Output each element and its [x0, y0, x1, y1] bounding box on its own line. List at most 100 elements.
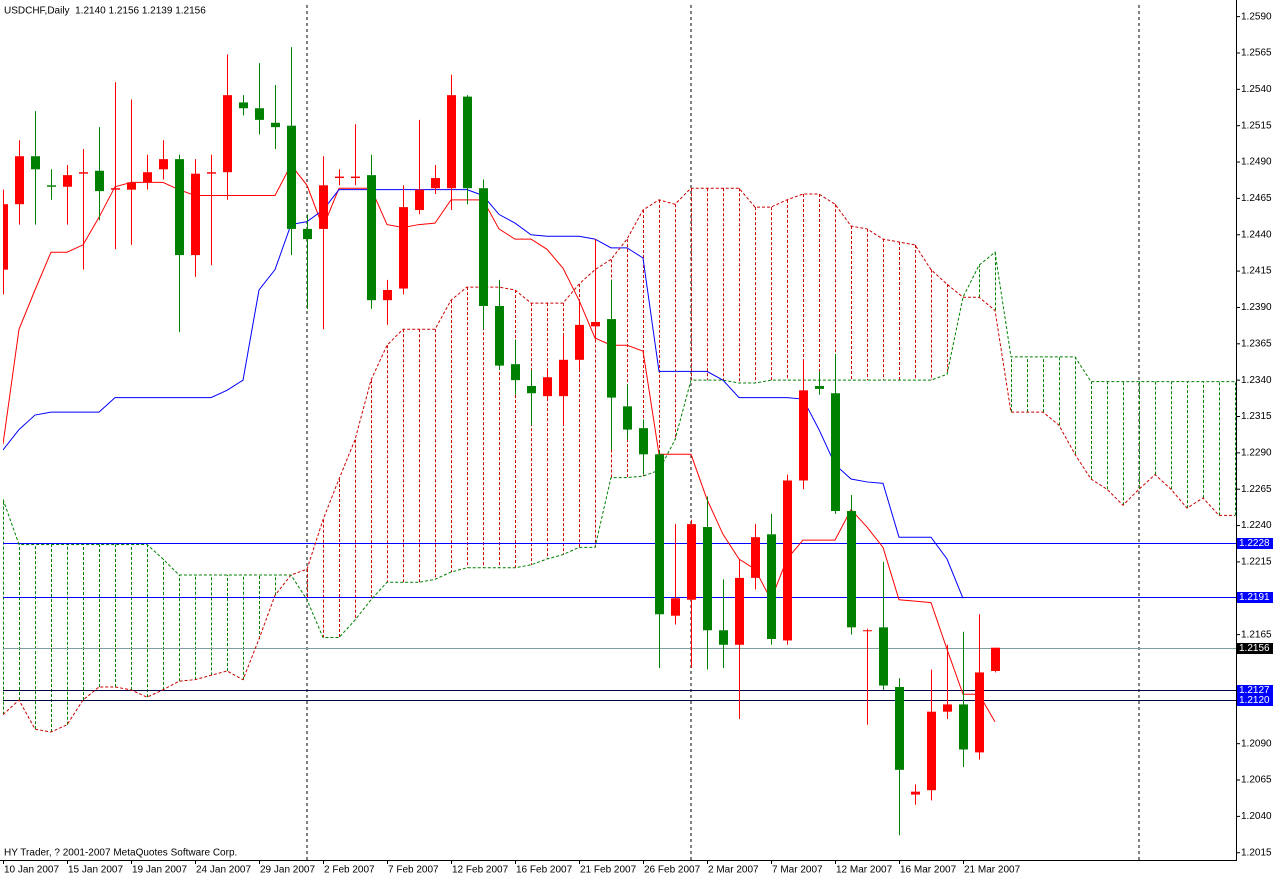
- indicator-line: [3, 164, 996, 723]
- candle-body: [767, 534, 776, 639]
- candle-body: [223, 95, 232, 173]
- candle-body: [975, 672, 984, 753]
- candle-body: [863, 630, 872, 632]
- candle-body: [47, 185, 56, 187]
- candle-body: [815, 385, 824, 389]
- candle-body: [719, 630, 728, 645]
- x-tick-label: 2 Feb 2007: [324, 865, 375, 876]
- y-tick-label: 1.2590: [1241, 11, 1272, 22]
- x-tick-label: 7 Mar 2007: [772, 865, 823, 876]
- candle-body: [671, 598, 680, 616]
- candle-body: [895, 686, 904, 770]
- y-tick-label: 1.2515: [1241, 120, 1272, 131]
- candle-body: [111, 188, 120, 190]
- x-tick-label: 10 Jan 2007: [4, 865, 59, 876]
- candle-body: [639, 428, 648, 455]
- candle-body: [143, 172, 152, 183]
- y-tick-label: 1.2065: [1241, 775, 1272, 786]
- price-level-label-bg: [1237, 538, 1273, 549]
- y-tick-label: 1.2540: [1241, 84, 1272, 95]
- candle-body: [559, 359, 568, 397]
- candle-body: [303, 228, 312, 240]
- candle-body: [255, 108, 264, 120]
- y-tick-label: 1.2240: [1241, 520, 1272, 531]
- candle-body: [127, 182, 136, 190]
- candle-body: [31, 156, 40, 170]
- y-tick-label: 1.2090: [1241, 738, 1272, 749]
- candle-body: [735, 577, 744, 645]
- candle-body: [879, 627, 888, 686]
- candle-body: [799, 390, 808, 481]
- candle-body: [607, 319, 616, 398]
- x-tick-label: 12 Feb 2007: [452, 865, 509, 876]
- x-tick-label: 29 Jan 2007: [260, 865, 315, 876]
- y-tick-label: 1.2290: [1241, 447, 1272, 458]
- price-level-label: 1.2127: [1239, 685, 1270, 696]
- candle-body: [287, 125, 296, 229]
- x-tick-label: 16 Mar 2007: [900, 865, 957, 876]
- candle-body: [63, 175, 72, 187]
- candle-body: [79, 172, 88, 174]
- chart-title: USDCHF,Daily 1.2140 1.2156 1.2139 1.2156: [4, 6, 206, 17]
- candle-body: [527, 385, 536, 394]
- candle-body: [271, 122, 280, 128]
- candle-body: [495, 305, 504, 366]
- price-level-label: 1.2156: [1239, 643, 1270, 654]
- candle-body: [191, 173, 200, 256]
- candle-body: [927, 711, 936, 791]
- cloud-span: [3, 251, 1235, 639]
- candle-body: [751, 537, 760, 578]
- y-tick-label: 1.2040: [1241, 811, 1272, 822]
- price-level-label-bg: [1237, 695, 1273, 706]
- y-tick-label: 1.2415: [1241, 266, 1272, 277]
- y-tick-label: 1.2215: [1241, 557, 1272, 568]
- candle-body: [511, 364, 520, 381]
- footer: HY Trader, ? 2001-2007 MetaQuotes Softwa…: [4, 848, 237, 859]
- y-tick-label: 1.2340: [1241, 375, 1272, 386]
- price-level-label-bg: [1237, 643, 1273, 654]
- y-tick-label: 1.2165: [1241, 629, 1272, 640]
- y-tick-label: 1.2015: [1241, 847, 1272, 858]
- candle-body: [703, 527, 712, 631]
- price-level-label: 1.2228: [1239, 538, 1270, 549]
- y-tick-label: 1.2465: [1241, 193, 1272, 204]
- candle-body: [415, 189, 424, 211]
- candle-body: [319, 185, 328, 229]
- candle-body: [399, 207, 408, 289]
- y-tick-label: 1.2365: [1241, 338, 1272, 349]
- candle-body: [95, 170, 104, 192]
- candle-body: [351, 176, 360, 179]
- price-level-label-bg: [1237, 685, 1273, 696]
- candle-body: [783, 480, 792, 641]
- price-level-label: 1.2120: [1239, 695, 1270, 706]
- x-tick-label: 15 Jan 2007: [68, 865, 123, 876]
- candle-body: [655, 454, 664, 615]
- candle-body: [367, 175, 376, 301]
- candle-body: [447, 95, 456, 189]
- cloud-span: [3, 187, 1235, 733]
- candle-body: [239, 102, 248, 109]
- y-tick-label: 1.2265: [1241, 484, 1272, 495]
- y-tick-label: 1.2315: [1241, 411, 1272, 422]
- price-level-label-bg: [1237, 592, 1273, 603]
- candle-body: [159, 159, 168, 170]
- price-level-label: 1.2191: [1239, 592, 1270, 603]
- candle-body: [623, 406, 632, 430]
- candle-body: [687, 524, 696, 600]
- x-tick-label: 21 Feb 2007: [580, 865, 637, 876]
- candle-body: [431, 178, 440, 189]
- candle-body: [831, 393, 840, 512]
- candle-body: [15, 156, 24, 205]
- candle-body: [991, 647, 1000, 671]
- candle-body: [591, 321, 600, 327]
- candle-body: [959, 704, 968, 750]
- y-tick-label: 1.2565: [1241, 48, 1272, 59]
- candle-body: [175, 159, 184, 256]
- candle-body: [847, 511, 856, 628]
- x-tick-label: 2 Mar 2007: [708, 865, 759, 876]
- plot-area: [3, 5, 1236, 860]
- candle-body: [911, 791, 920, 795]
